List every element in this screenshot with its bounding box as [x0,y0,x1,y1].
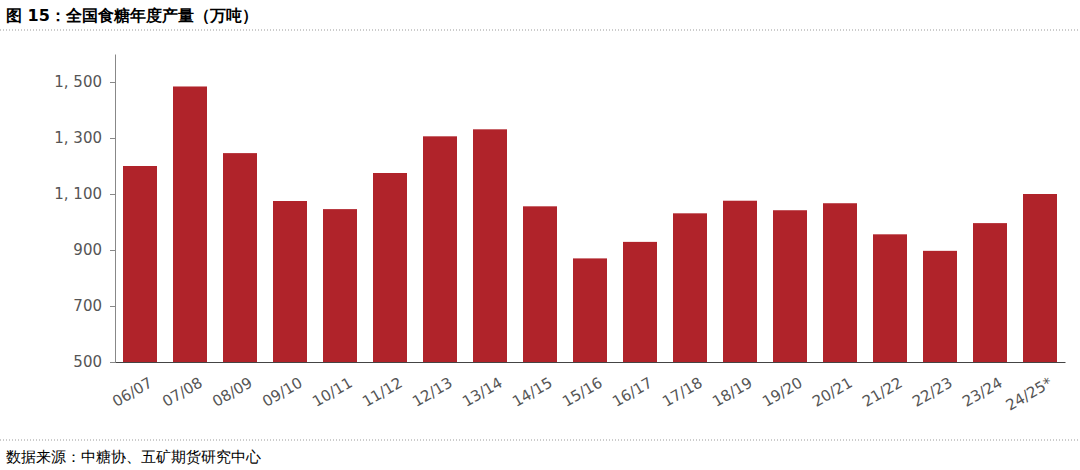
y-tick: 500 [73,353,115,371]
bar [223,153,257,362]
x-tick: 22/23 [909,362,955,411]
x-tick-label: 06/07 [109,374,155,411]
x-tick-label: 23/24 [959,374,1005,411]
bar [873,234,907,362]
x-tick: 06/07 [109,362,155,411]
y-tick-mark [110,138,115,139]
bar [373,173,407,362]
y-tick-label: 500 [73,353,102,371]
y-tick-label: 700 [73,297,102,315]
bar [1023,194,1057,362]
x-axis-line [116,362,1066,363]
y-tick-mark [110,194,115,195]
bar [323,209,357,362]
x-tick: 16/17 [609,362,655,411]
x-tick-label: 12/13 [409,374,455,411]
x-tick-label: 10/11 [309,374,355,411]
bar [423,136,457,362]
x-tick: 23/24 [959,362,1005,411]
x-tick: 10/11 [309,362,355,411]
x-tick-label: 24/25* [1003,373,1056,414]
y-tick: 1, 100 [54,185,115,203]
bar [273,201,307,362]
y-axis-line [115,55,116,363]
y-tick-mark [110,250,115,251]
x-tick-label: 20/21 [809,374,855,411]
header-rule [0,30,1080,31]
x-tick: 15/16 [559,362,605,411]
x-tick: 21/22 [859,362,905,411]
x-tick-label: 22/23 [909,374,955,411]
bar [173,86,207,362]
x-tick-label: 21/22 [859,374,905,411]
bar [623,242,657,362]
x-tick: 13/14 [459,362,505,411]
bar [973,223,1007,362]
y-tick: 900 [73,241,115,259]
bar [923,251,957,362]
footer-rule [0,440,1080,441]
x-tick-label: 07/08 [159,374,205,411]
chart: 图 15：全国食糖年度产量（万吨） 数据来源：中糖协、五矿期货研究中心 500 700… [0,0,1080,470]
x-tick: 14/15 [509,362,555,411]
x-tick: 19/20 [759,362,805,411]
x-tick-label: 15/16 [559,374,605,411]
bar [823,203,857,362]
x-tick: 24/25* [1003,362,1056,415]
x-tick-label: 18/19 [709,374,755,411]
x-tick-label: 17/18 [659,374,705,411]
x-tick: 18/19 [709,362,755,411]
title: 图 15：全国食糖年度产量（万吨） [6,6,258,25]
x-tick: 20/21 [809,362,855,411]
x-tick-label: 11/12 [359,374,405,411]
x-tick: 12/13 [409,362,455,411]
x-tick: 07/08 [159,362,205,411]
y-tick-label: 1, 100 [54,185,102,203]
bar [773,210,807,362]
y-tick: 1, 500 [54,73,115,91]
x-tick-label: 09/10 [259,374,305,411]
source: 数据来源：中糖协、五矿期货研究中心 [6,448,261,466]
y-tick-mark [110,362,115,363]
x-tick-label: 08/09 [209,374,255,411]
x-tick-label: 13/14 [459,374,505,411]
bar [123,166,157,362]
x-tick: 09/10 [259,362,305,411]
x-tick: 11/12 [359,362,405,411]
x-tick-label: 19/20 [759,374,805,411]
bar [673,213,707,362]
x-tick-label: 14/15 [509,374,555,411]
y-tick: 1, 300 [54,129,115,147]
bar [573,258,607,362]
bar [723,201,757,362]
y-tick-mark [110,306,115,307]
bars [123,86,1057,362]
x-tick: 08/09 [209,362,255,411]
y-tick: 700 [73,297,115,315]
bar [473,129,507,362]
y-axis: 500 700 900 1, 100 1, 300 1, 500 [54,55,115,372]
y-tick-mark [110,82,115,83]
bar [523,206,557,362]
x-tick-label: 16/17 [609,374,655,411]
y-tick-label: 1, 500 [54,73,102,91]
y-tick-label: 900 [73,241,102,259]
x-axis: 06/0707/0808/0909/1010/1111/1212/1313/14… [109,362,1065,415]
y-tick-label: 1, 300 [54,129,102,147]
x-tick: 17/18 [659,362,705,411]
